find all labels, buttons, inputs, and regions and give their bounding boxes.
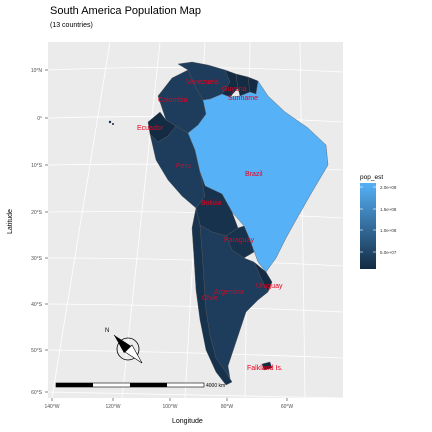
x-axis-label: Longitude xyxy=(172,418,203,425)
label-bolivia: Bolivia xyxy=(201,200,222,207)
scale-bar: 4000 km xyxy=(55,382,225,389)
y-tick-label: 30°S xyxy=(31,256,43,262)
y-tick-label: 40°S xyxy=(31,302,43,308)
label-colombia: Colombia xyxy=(158,97,188,104)
label-uruguay: Uruguay xyxy=(256,283,283,290)
y-tick-label: 0° xyxy=(37,116,42,122)
x-tick-label: 60°W xyxy=(281,404,294,410)
y-tick-label: 60°S xyxy=(31,390,43,396)
label-paraguay: Paraguay xyxy=(224,237,254,244)
north-arrow-label: N xyxy=(105,328,109,334)
x-tick-label: 120°W xyxy=(105,404,120,410)
north-arrow: N xyxy=(105,328,143,364)
label-guyana: Guyana xyxy=(222,86,247,93)
legend-tick: 2.0e+08 xyxy=(380,185,397,190)
scale-bar-label: 4000 km xyxy=(206,383,225,389)
y-tick-label: 10°S xyxy=(31,163,43,169)
label-suriname: Suriname xyxy=(228,95,258,102)
label-brazil: Brazil xyxy=(245,171,263,178)
legend-tick: 1.0e+08 xyxy=(380,228,397,233)
y-tick-label: 20°S xyxy=(31,210,43,216)
legend-tick: 5.0e+07 xyxy=(380,250,397,255)
x-axis-ticks: 140°W 120°W 100°W 80°W 60°W xyxy=(44,398,293,410)
country-labels: Venezuela Guyana Suriname Colombia Ecuad… xyxy=(137,79,283,372)
legend-title: pop_est xyxy=(360,174,383,181)
label-peru: Peru xyxy=(176,163,191,170)
legend-tick: 1.5e+08 xyxy=(380,207,397,212)
label-argentina: Argentina xyxy=(214,289,244,296)
map-title: South America Population Map xyxy=(50,5,202,17)
y-tick-label: 50°S xyxy=(31,348,43,354)
y-axis-ticks: 10°N 0° 10°S 20°S 30°S 40°S 50°S 60°S xyxy=(31,68,48,396)
x-tick-label: 100°W xyxy=(162,404,177,410)
country-brazil xyxy=(187,80,329,273)
legend-colorbar xyxy=(360,183,376,269)
y-tick-label: 10°N xyxy=(31,68,43,74)
galapagos-islands xyxy=(108,120,114,125)
map-subtitle: (13 countries) xyxy=(50,22,93,29)
x-tick-label: 80°W xyxy=(221,404,234,410)
country-argentina xyxy=(199,224,269,379)
countries xyxy=(147,61,329,386)
x-tick-label: 140°W xyxy=(44,404,59,410)
label-falkland-islands: Falkland Is. xyxy=(247,365,283,372)
label-venezuela: Venezuela xyxy=(186,79,219,86)
label-ecuador: Ecuador xyxy=(137,125,164,132)
label-chile: Chile xyxy=(202,295,218,302)
country-falkland-islands xyxy=(261,361,273,371)
legend: pop_est 2.0e+08 1.5e+08 1.0e+08 5.0e+07 xyxy=(360,174,397,269)
country-uruguay xyxy=(253,261,273,293)
